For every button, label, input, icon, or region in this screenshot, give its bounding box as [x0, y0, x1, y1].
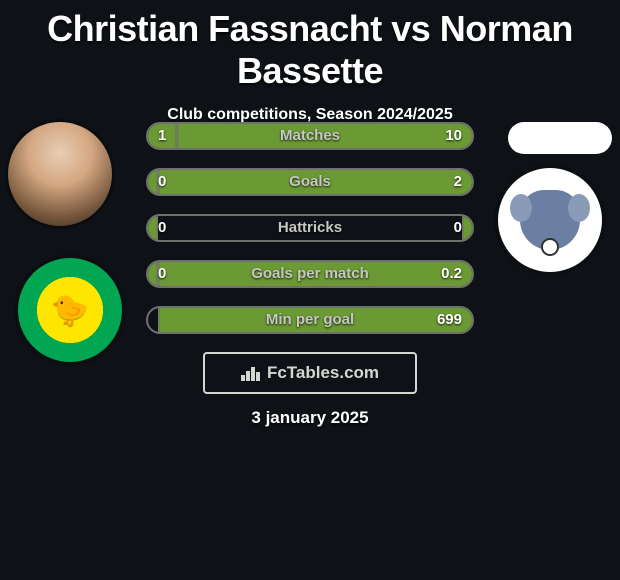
club2-badge	[498, 168, 602, 272]
value-left: 1	[158, 124, 166, 148]
value-left: 0	[158, 170, 166, 194]
stat-label: Goals per match	[148, 262, 472, 286]
bars-icon	[241, 365, 261, 381]
stat-label: Min per goal	[148, 308, 472, 332]
club1-badge: 🐤	[18, 258, 122, 362]
stat-row: Matches1 10	[146, 122, 474, 150]
watermark-text: FcTables.com	[267, 363, 379, 383]
date-text: 3 january 2025	[0, 408, 620, 428]
value-right: 699	[437, 308, 462, 332]
player2-avatar	[508, 122, 612, 154]
value-right: 10	[445, 124, 462, 148]
stat-row: Min per goal699	[146, 306, 474, 334]
player1-avatar	[8, 122, 112, 226]
stat-row: Goals per match0 0.2	[146, 260, 474, 288]
stats-container: Matches110Goals02Hattricks00Goals per ma…	[146, 122, 474, 352]
stat-row: Goals0 2	[146, 168, 474, 196]
stat-row: Hattricks0 0	[146, 214, 474, 242]
elephant-icon	[520, 190, 580, 250]
stat-label: Hattricks	[148, 216, 472, 240]
page-title: Christian Fassnacht vs Norman Bassette	[0, 0, 620, 92]
value-left: 0	[158, 216, 166, 240]
value-left: 0	[158, 262, 166, 286]
watermark: FcTables.com	[203, 352, 417, 394]
value-right: 2	[454, 170, 462, 194]
stat-label: Goals	[148, 170, 472, 194]
football-icon	[541, 238, 559, 256]
stat-label: Matches	[148, 124, 472, 148]
canary-icon: 🐤	[51, 293, 88, 328]
value-right: 0.2	[441, 262, 462, 286]
value-right: 0	[454, 216, 462, 240]
